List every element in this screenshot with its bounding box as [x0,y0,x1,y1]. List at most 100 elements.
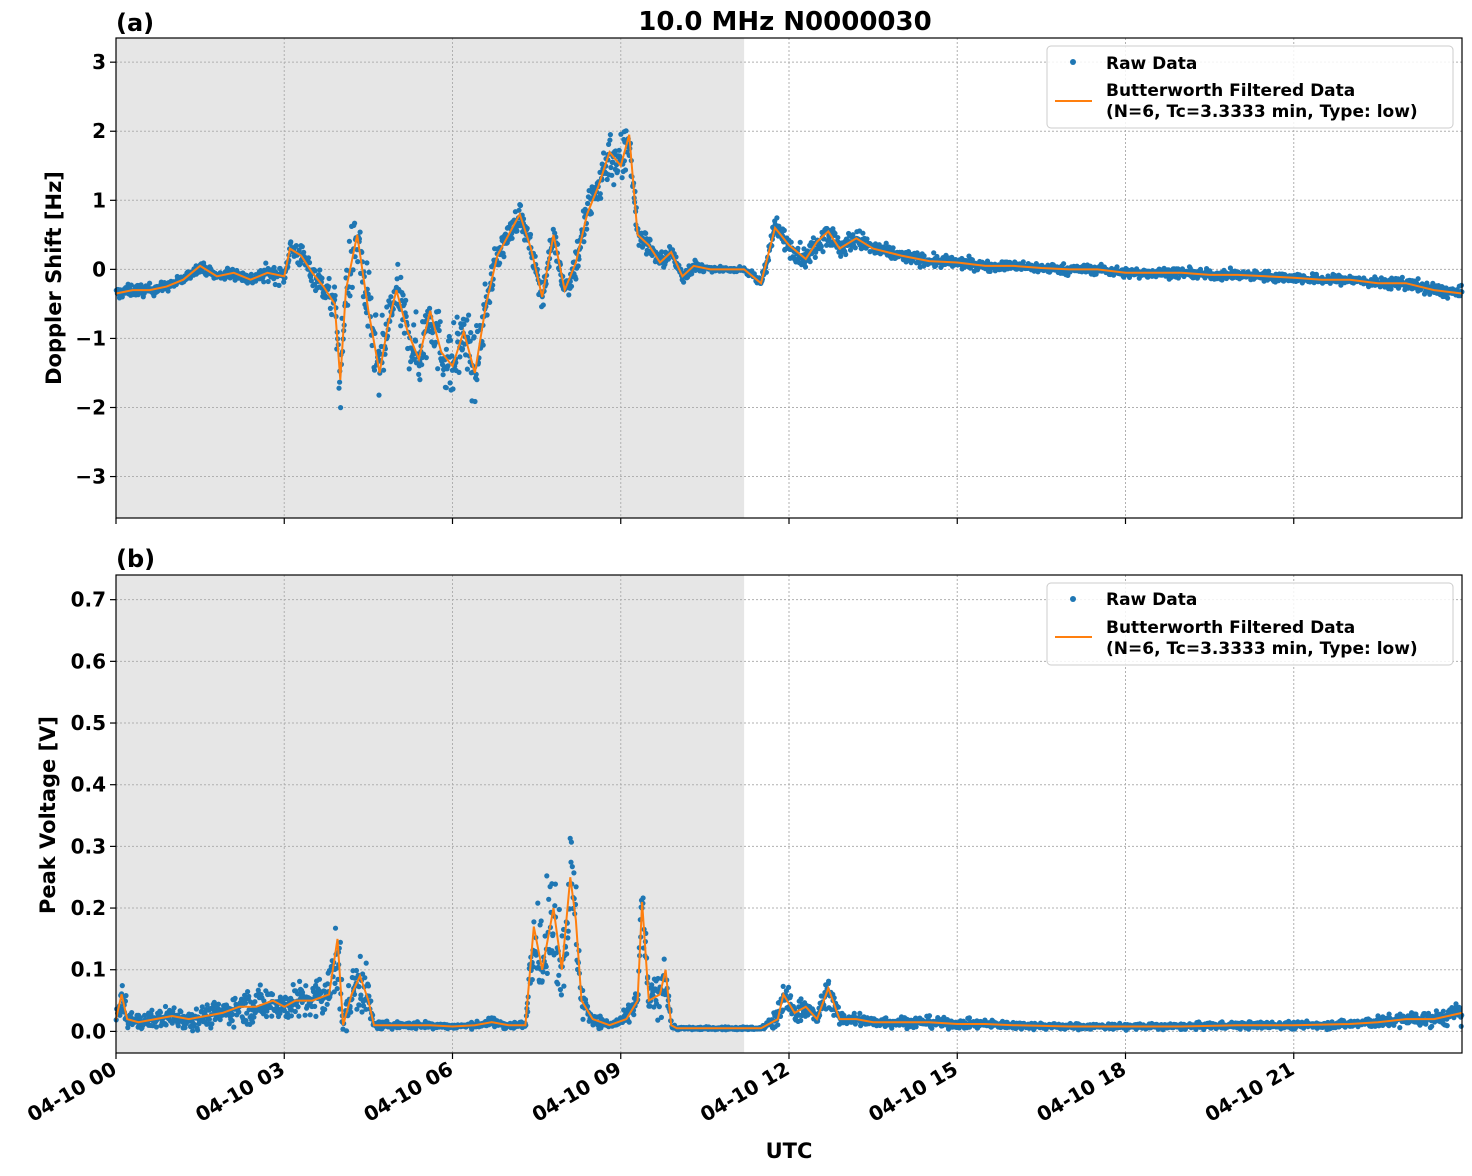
raw-data-point [481,343,486,348]
raw-data-point [798,1018,803,1023]
raw-data-point [401,292,406,297]
raw-data-point [296,1004,301,1009]
raw-data-point [860,231,865,236]
raw-data-point [565,935,570,940]
raw-data-point [607,138,612,143]
raw-data-point [465,367,470,372]
raw-data-point [455,315,460,320]
y-axis-label-a: Doppler Shift [Hz] [42,171,66,385]
raw-data-point [270,992,275,997]
raw-data-point [303,1013,308,1018]
raw-data-point [557,907,562,912]
raw-data-point [362,975,367,980]
raw-data-point [190,1028,195,1033]
raw-data-point [555,981,560,986]
raw-data-point [376,393,381,398]
raw-data-point [531,919,536,924]
raw-data-point [576,263,581,268]
raw-data-point [416,372,421,377]
raw-data-point [648,237,653,242]
raw-data-point [544,964,549,969]
raw-data-point [338,405,343,410]
raw-data-point [643,231,648,236]
raw-data-point [1061,261,1066,266]
raw-data-point [317,267,322,272]
raw-data-point [1400,275,1405,280]
raw-data-point [456,370,461,375]
raw-data-point [782,228,787,233]
raw-data-point [580,1017,585,1022]
raw-data-point [967,1015,972,1020]
raw-data-point [552,903,557,908]
raw-data-point [451,320,456,325]
legend-raw-marker-a [1070,59,1076,65]
raw-data-point [335,986,340,991]
raw-data-point [354,968,359,973]
raw-data-point [444,385,449,390]
raw-data-point [819,244,824,249]
raw-data-point [413,338,418,343]
raw-data-point [436,309,441,314]
raw-data-point [380,313,385,318]
raw-data-point [120,983,125,988]
raw-data-point [460,346,465,351]
raw-data-point [368,295,373,300]
raw-data-point [641,895,646,900]
raw-data-point [427,306,432,311]
raw-data-point [243,1000,248,1005]
raw-data-point [561,984,566,989]
raw-data-point [158,1010,163,1015]
legend-filtered-label-a-2: (N=6, Tc=3.3333 min, Type: low) [1106,102,1418,122]
raw-data-point [516,208,521,213]
raw-data-point [528,232,533,237]
y-tick-label: 1 [92,188,106,212]
raw-data-point [327,276,332,281]
raw-data-point [559,992,564,997]
y-tick-label: −2 [75,395,106,419]
raw-data-point [509,236,514,241]
raw-data-point [566,292,571,297]
raw-data-point [553,882,558,887]
raw-data-point [388,294,393,299]
raw-data-point [166,288,171,293]
raw-data-point [464,318,469,323]
raw-data-point [230,1018,235,1023]
raw-data-point [172,1005,177,1010]
raw-data-point [545,971,550,976]
raw-data-point [444,347,449,352]
raw-data-point [438,319,443,324]
raw-data-point [820,249,825,254]
raw-data-point [245,989,250,994]
raw-data-point [835,235,840,240]
raw-data-point [366,983,371,988]
raw-data-point [808,259,813,264]
shaded-interval-a [116,38,744,518]
raw-data-point [344,1028,349,1033]
raw-data-point [435,366,440,371]
raw-data-point [541,302,546,307]
raw-data-point [609,173,614,178]
raw-data-point [246,994,251,999]
raw-data-point [216,1002,221,1007]
raw-data-point [413,309,418,314]
raw-data-point [864,236,869,241]
raw-data-point [303,983,308,988]
raw-data-point [163,1004,168,1009]
raw-data-point [624,128,629,133]
raw-data-point [589,211,594,216]
raw-data-point [573,276,578,281]
y-tick-label: −1 [75,326,106,350]
raw-data-point [843,252,848,257]
raw-data-point [598,196,603,201]
raw-data-point [313,1014,318,1019]
raw-data-point [627,1020,632,1025]
raw-data-point [774,215,779,220]
raw-data-point [615,168,620,173]
raw-data-point [546,897,551,902]
raw-data-point [291,982,296,987]
raw-data-point [366,270,371,275]
raw-data-point [147,281,152,286]
legend-a: Raw Data Butterworth Filtered Data (N=6,… [1047,46,1453,128]
